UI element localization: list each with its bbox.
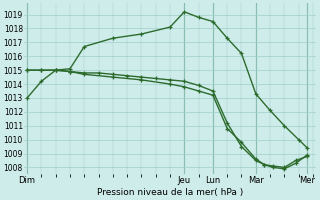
X-axis label: Pression niveau de la mer( hPa ): Pression niveau de la mer( hPa ) [97,188,243,197]
